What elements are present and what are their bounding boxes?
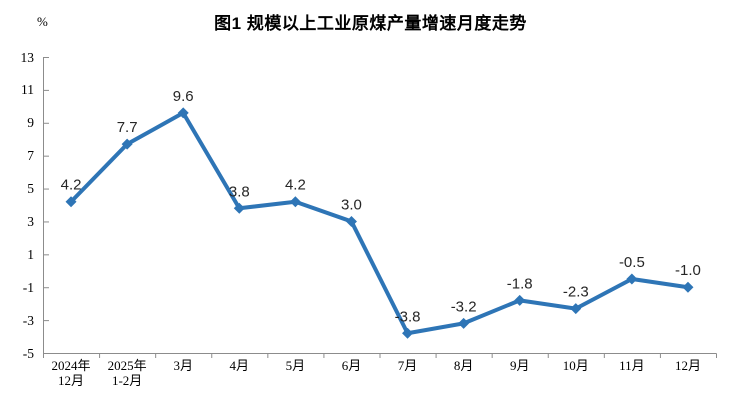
x-tick-label-line: 10月 [562, 358, 589, 373]
chart-title: 图1 规模以上工业原煤产量增速月度走势 [214, 14, 527, 33]
x-tick-label-line: 3月 [173, 358, 193, 373]
y-tick-label: -5 [22, 345, 34, 361]
data-point-marker [177, 107, 189, 119]
x-tick-label-line: 1-2月 [111, 373, 143, 388]
x-tick-label: 10月 [538, 358, 614, 373]
x-tick-label: 8月 [426, 358, 502, 373]
x-tick-label-line: 7月 [397, 358, 418, 373]
data-point-marker [233, 202, 245, 214]
data-point-label: -2.3 [563, 284, 589, 301]
data-point-marker [458, 317, 470, 329]
data-point-label: 4.2 [61, 177, 82, 194]
y-tick-label: 5 [27, 181, 34, 197]
data-point-label: -1.8 [507, 275, 533, 292]
x-tick-label: 11月 [594, 358, 670, 373]
x-tick-label-line: 2025年 [107, 358, 147, 373]
y-tick-label: 3 [27, 213, 34, 229]
x-tick-label: 6月 [313, 358, 389, 373]
data-point-label: 9.6 [173, 88, 194, 105]
data-point-marker [402, 327, 414, 339]
data-point-marker [626, 273, 638, 285]
x-tick-label-line: 2024年 [51, 358, 91, 373]
data-point-label: 7.7 [117, 119, 138, 136]
data-point-label: -3.8 [395, 308, 421, 325]
data-point-marker [682, 281, 694, 293]
data-point-label: 3.0 [341, 196, 362, 213]
x-tick-label-line: 8月 [453, 358, 474, 373]
x-tick-label-line: 12月 [58, 373, 85, 388]
y-tick-label: 7 [27, 148, 34, 164]
x-tick-label: 5月 [257, 358, 333, 373]
y-tick-label: 13 [20, 49, 35, 65]
y-tick-label: 11 [21, 82, 34, 98]
data-point-marker [570, 303, 582, 315]
y-tick-label: 9 [27, 115, 34, 131]
data-point-marker [121, 138, 133, 150]
x-tick-label-line: 12月 [674, 358, 701, 373]
data-point-label: 3.8 [229, 183, 250, 200]
y-tick-label: -3 [22, 312, 34, 328]
data-point-marker [514, 294, 526, 306]
x-tick-label: 2025年 1-2月 [89, 358, 165, 388]
x-tick-label: 2024年 12月 [33, 358, 109, 388]
data-point-marker [65, 196, 77, 208]
x-tick-label-line: 4月 [229, 358, 250, 373]
x-tick-label: 12月 [650, 358, 726, 373]
data-point-marker [345, 215, 357, 227]
y-tick-label: 1 [27, 246, 34, 262]
data-point-label: 4.2 [285, 177, 306, 194]
x-tick-label-line: 6月 [341, 358, 362, 373]
y-axis-unit-label: % [37, 14, 48, 29]
trend-line [69, 110, 690, 336]
x-tick-label: 3月 [145, 358, 221, 373]
x-tick-label: 7月 [370, 358, 446, 373]
y-tick-label: -1 [22, 279, 34, 295]
data-point-label: -3.2 [451, 298, 477, 315]
data-point-marker [289, 196, 301, 208]
data-point-label: -1.0 [675, 262, 701, 279]
x-tick-label-line: 5月 [285, 358, 306, 373]
x-tick-label: 4月 [201, 358, 277, 373]
x-tick-label: 9月 [482, 358, 558, 373]
x-tick-label-line: 11月 [619, 358, 645, 373]
data-point-label: -0.5 [619, 254, 645, 271]
x-tick-label-line: 9月 [509, 358, 530, 373]
